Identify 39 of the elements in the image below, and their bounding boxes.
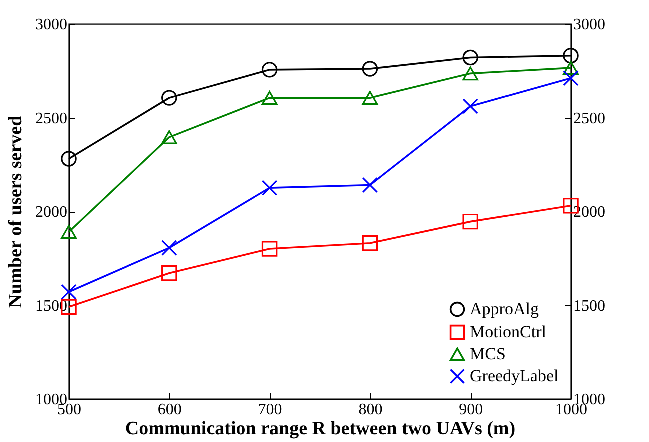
point [462,214,478,230]
point [563,48,579,64]
x-tick-label: 800 [358,402,383,418]
point [362,61,378,77]
point [162,90,178,106]
point [362,177,378,194]
y2-tick-label: 3000 [574,16,606,34]
point [563,61,579,75]
y-tick-label: 2500 [36,110,68,128]
x-tick-label: 700 [258,402,282,418]
point [262,91,278,105]
point [61,225,77,240]
point [262,241,278,257]
point [162,240,178,256]
legend-label: GreedyLabel [470,366,560,386]
point [162,266,178,282]
point [162,130,178,144]
point [61,151,77,167]
point [462,66,478,81]
y-tick-label: 3000 [36,16,68,34]
x-axis-title: Communication range R between two UAVs (m) [125,418,516,440]
legend-label: MotionCtrl [470,322,547,342]
point [262,62,278,78]
point [362,91,378,105]
point [362,236,378,252]
point [61,284,77,300]
point [563,70,579,86]
point [262,180,278,196]
legend-label: MCS [470,344,506,364]
y2-tick-label: 1500 [574,298,606,315]
point [462,98,478,114]
y2-tick-label: 2500 [574,110,606,128]
legend-label: ApproAlg [470,300,540,318]
y-axis-title: Number of users served [6,115,26,308]
point [462,50,478,66]
y-tick-label: 2000 [36,204,68,221]
x-tick-label: 600 [158,402,182,418]
y2-tick-label: 2000 [574,204,606,221]
x-tick-label: 900 [459,402,484,418]
